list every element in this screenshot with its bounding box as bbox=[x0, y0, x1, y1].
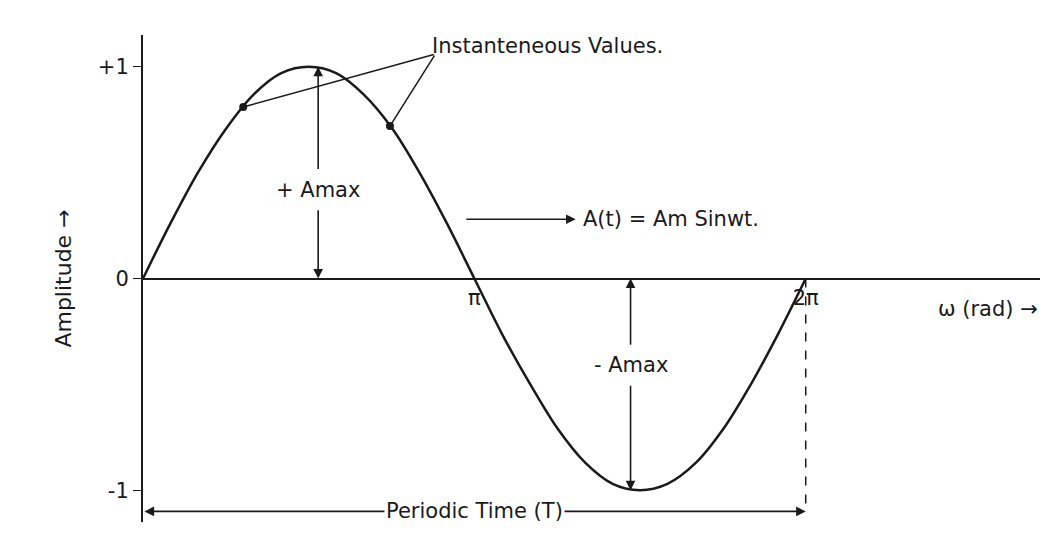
svg-text:Instanteneous Values.: Instanteneous Values. bbox=[432, 34, 663, 58]
svg-text:-1: -1 bbox=[108, 479, 129, 503]
svg-text:+ Amax: + Amax bbox=[276, 178, 360, 202]
svg-text:π: π bbox=[468, 286, 481, 310]
svg-text:ω (rad) →: ω (rad) → bbox=[938, 297, 1038, 321]
svg-text:2π: 2π bbox=[793, 286, 819, 310]
svg-text:Amplitude →: Amplitude → bbox=[51, 209, 76, 347]
svg-text:- Amax: - Amax bbox=[594, 353, 668, 377]
svg-text:+1: +1 bbox=[98, 55, 129, 79]
svg-text:0: 0 bbox=[115, 267, 128, 291]
svg-text:A(t) = Am Sinwt.: A(t) = Am Sinwt. bbox=[583, 207, 759, 231]
svg-text:Periodic Time (T): Periodic Time (T) bbox=[386, 499, 563, 523]
